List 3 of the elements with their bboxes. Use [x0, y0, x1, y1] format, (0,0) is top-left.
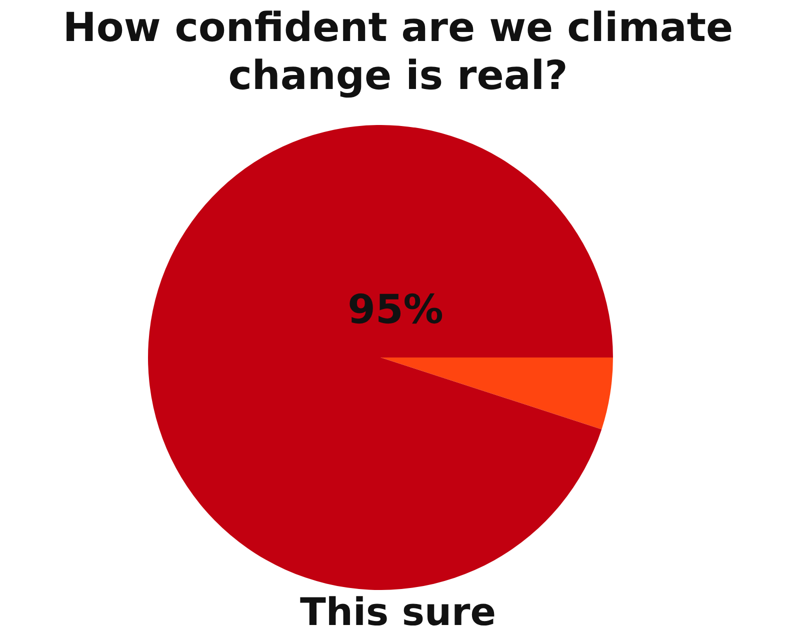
- data-label: 95%: [348, 286, 444, 333]
- chart-title: How confident are we climate change is real?: [62, 4, 734, 100]
- text: This sure: [298, 590, 498, 634]
